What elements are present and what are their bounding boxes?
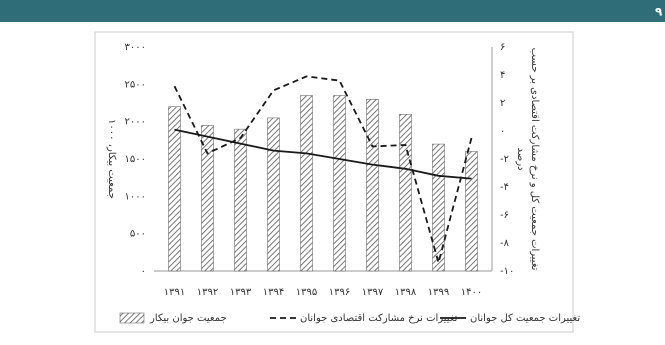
y2-tick-label: ۴ [500, 70, 505, 81]
y2-tick-label: ۶ [500, 42, 505, 53]
y2-tick-label: ۲ [500, 98, 505, 109]
bar [300, 95, 313, 272]
bar [333, 95, 346, 272]
bar [267, 117, 280, 272]
line [173, 75, 473, 267]
bar [366, 99, 379, 272]
y2-tick-label: -۲ [500, 154, 509, 165]
bar [234, 128, 247, 272]
y-tick-label: ۲۰۰۰ [125, 117, 146, 128]
chart-title: شکل ۱. نمودار تغییرات جمعیت جوانان بیکار… [655, 5, 665, 20]
line [174, 128, 472, 180]
y2-tick-label: ۰ [500, 126, 505, 137]
y-tick-label: ۱۰۰۰ [125, 191, 146, 202]
y-tick-label: ۱۵۰۰ [125, 154, 146, 165]
legend-label: تغییرات جمعیت کل جوانان [470, 313, 580, 324]
legend-swatch [119, 312, 145, 324]
x-tick-label: ۱۳۹۸ [395, 287, 417, 298]
x-tick-label: ۱۳۹۴ [263, 287, 284, 298]
bar [432, 143, 445, 272]
y2-axis-label: تغییرات جمعیت کل و نرخ مشارکت اقتصادی بر… [529, 48, 540, 271]
x-tick-label: ۱۳۹۱ [164, 287, 185, 298]
y-tick-label: ۲۵۰۰ [125, 79, 146, 90]
bar [465, 151, 478, 272]
y2-tick-label: -۶ [500, 210, 509, 221]
bar [168, 106, 181, 272]
x-tick-label: ۱۴۰۰ [461, 287, 482, 298]
x-tick-label: ۱۳۹۳ [230, 287, 252, 298]
legend-label: جمعیت جوان بیکار [149, 313, 227, 324]
y-tick-label: ۵۰۰ [130, 229, 146, 240]
y2-tick-label: -۸ [500, 238, 510, 249]
y-axis-label: جمعیت بیکار، ۱۰۰۰ [106, 119, 117, 199]
x-tick-label: ۱۳۹۵ [296, 287, 317, 298]
chart-frame [94, 31, 574, 333]
legend-label: تغییرات نرخ مشارکت اقتصادی جوانان [300, 313, 458, 324]
y2-axis-label: درصد [515, 147, 526, 170]
y-tick-label: ۳۰۰۰ [125, 42, 146, 53]
x-tick-label: ۱۳۹۷ [362, 287, 384, 298]
bar [201, 125, 214, 272]
y-tick-label: ۰ [141, 266, 146, 277]
y2-tick-label: -۱۰ [500, 266, 514, 277]
x-tick-label: ۱۳۹۹ [428, 287, 449, 298]
x-tick-label: ۱۳۹۶ [329, 287, 350, 298]
y2-tick-label: -۴ [500, 182, 509, 193]
title-bar [0, 0, 665, 22]
x-tick-label: ۱۳۹۲ [197, 287, 218, 298]
bar [399, 113, 412, 272]
